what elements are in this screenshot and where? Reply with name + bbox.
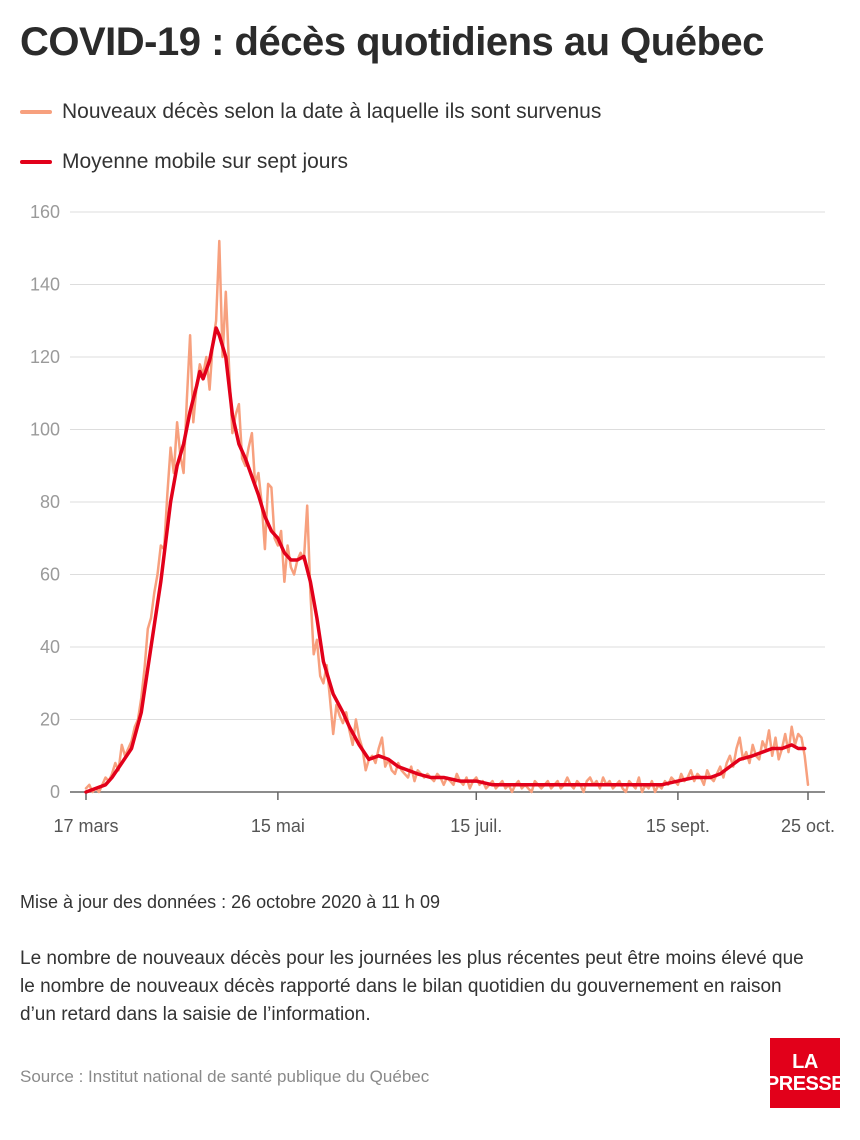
legend-item-daily: Nouveaux décès selon la date à laquelle … bbox=[20, 100, 601, 124]
update-note: Mise à jour des données : 26 octobre 202… bbox=[20, 892, 440, 912]
x-tick-label: 15 mai bbox=[251, 816, 305, 836]
y-tick-label: 80 bbox=[40, 492, 60, 512]
y-tick-label: 140 bbox=[30, 275, 60, 295]
y-tick-label: 0 bbox=[50, 782, 60, 802]
x-tick-label: 15 juil. bbox=[450, 816, 502, 836]
legend-swatch-average bbox=[20, 160, 52, 164]
series-line-average bbox=[84, 326, 807, 794]
y-tick-label: 20 bbox=[40, 710, 60, 730]
legend-swatch-daily bbox=[20, 110, 52, 114]
y-tick-label: 40 bbox=[40, 637, 60, 657]
description-note: Le nombre de nouveaux décès pour les jou… bbox=[20, 948, 804, 1025]
series-line-daily bbox=[84, 239, 810, 794]
legend-label-average: Moyenne mobile sur sept jours bbox=[62, 150, 348, 173]
source-note: Source : Institut national de santé publ… bbox=[20, 1067, 430, 1086]
x-tick-label: 15 sept. bbox=[646, 816, 710, 836]
line-chart: 0 20 40 60 80 100 120 140 160 17 mars 15 mai 15 jui… bbox=[30, 202, 835, 836]
legend-label-daily: Nouveaux décès selon la date à laquelle … bbox=[62, 100, 602, 123]
chart-title: COVID-19 : décès quotidiens au Québec bbox=[20, 20, 764, 64]
legend-item-average: Moyenne mobile sur sept jours bbox=[20, 150, 348, 174]
x-tick-label: 25 oct. bbox=[781, 816, 835, 836]
y-tick-label: 160 bbox=[30, 202, 60, 222]
y-tick-label: 60 bbox=[40, 565, 60, 585]
y-tick-label: 120 bbox=[30, 347, 60, 367]
x-tick-label: 17 mars bbox=[53, 816, 118, 836]
y-tick-label: 100 bbox=[30, 420, 60, 440]
la-presse-logo: LA PRESSE bbox=[766, 1038, 845, 1108]
